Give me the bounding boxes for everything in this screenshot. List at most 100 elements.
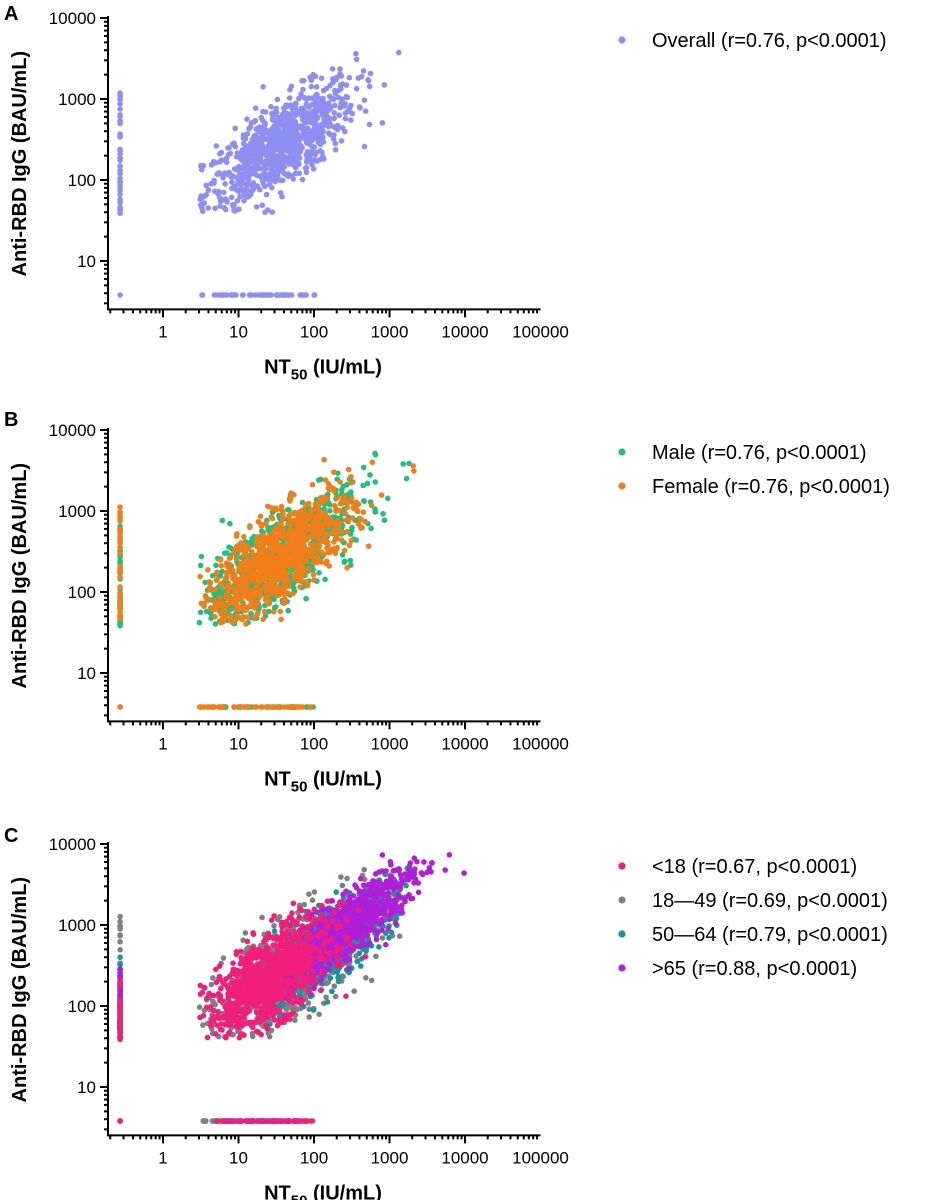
data-point: [359, 524, 365, 531]
x-tick-label: 100000: [512, 734, 569, 753]
data-point: [232, 572, 238, 578]
legend-label: Overall (r=0.76, p<0.0001): [652, 30, 887, 52]
data-point: [303, 96, 310, 102]
data-point: [217, 203, 223, 209]
data-point: [272, 168, 279, 175]
data-point: [206, 579, 212, 585]
data-point: [270, 573, 276, 580]
data-point: [117, 939, 123, 945]
data-point: [117, 191, 123, 198]
data-point: [378, 492, 385, 498]
data-point: [268, 538, 275, 545]
data-point: [273, 559, 280, 566]
data-point: [358, 963, 364, 969]
data-point: [266, 608, 272, 615]
data-point: [362, 518, 369, 525]
data-point: [341, 547, 348, 554]
y-axis-title: Anti-RBD IgG (BAU/mL): [9, 463, 31, 689]
data-point: [237, 150, 243, 157]
data-point: [200, 1022, 206, 1028]
x-tick-label: 1000: [371, 1148, 409, 1167]
data-point: [240, 937, 246, 943]
data-point: [196, 619, 203, 626]
data-point: [277, 608, 284, 615]
data-point: [249, 548, 255, 555]
data-point: [261, 170, 267, 177]
legend-label: Female (r=0.76, p<0.0001): [652, 476, 890, 498]
data-point: [319, 105, 326, 112]
data-point: [278, 503, 285, 510]
data-point: [276, 114, 282, 121]
data-point: [316, 1011, 322, 1018]
data-point: [362, 108, 369, 114]
data-point: [315, 95, 322, 101]
data-point: [277, 177, 284, 184]
data-point: [216, 170, 222, 176]
data-point: [281, 600, 287, 607]
data-point: [305, 112, 311, 119]
data-point: [276, 704, 283, 710]
data-point: [306, 891, 312, 897]
data-point: [349, 515, 356, 521]
data-point: [248, 600, 255, 606]
data-point: [262, 602, 268, 609]
data-point: [242, 143, 249, 150]
data-point: [337, 82, 344, 88]
data-point: [291, 510, 298, 517]
data-point: [317, 141, 324, 148]
data-point: [334, 126, 341, 133]
data-point: [291, 576, 298, 582]
data-point: [222, 575, 229, 582]
data-point: [376, 944, 382, 950]
data-point: [274, 96, 281, 103]
data-point: [203, 182, 209, 189]
data-point: [336, 522, 342, 529]
data-point: [205, 205, 211, 211]
x-tick-label: 1000: [371, 322, 409, 341]
data-point: [225, 584, 232, 590]
data-point: [325, 542, 331, 548]
data-point: [239, 292, 246, 298]
data-point: [318, 75, 325, 81]
data-point: [280, 516, 286, 523]
data-point: [348, 537, 355, 544]
data-point: [332, 91, 339, 97]
data-point: [320, 95, 326, 102]
data-point: [285, 121, 292, 128]
data-point: [330, 79, 336, 86]
data-point: [285, 578, 291, 584]
data-point: [117, 570, 123, 577]
data-point: [306, 533, 313, 540]
data-point: [343, 82, 350, 88]
data-point: [202, 593, 209, 599]
data-point: [269, 209, 276, 215]
data-point: [285, 116, 292, 122]
data-point: [366, 83, 373, 90]
data-point: [326, 523, 333, 530]
x-tick-label: 100: [300, 734, 328, 753]
panel-C: C10100100010000110100100010000100000NT50…: [4, 825, 888, 1200]
data-point: [231, 704, 237, 710]
y-tick-label: 100: [68, 171, 96, 190]
data-point: [197, 562, 204, 569]
data-point: [313, 500, 320, 507]
data-point: [258, 137, 265, 143]
data-point: [299, 176, 306, 183]
data-point: [293, 127, 300, 134]
data-point: [212, 613, 218, 620]
data-point: [248, 147, 255, 153]
data-point: [303, 502, 310, 509]
data-point: [250, 185, 257, 192]
data-point: [242, 584, 249, 590]
data-point: [322, 477, 329, 483]
data-point: [219, 517, 226, 524]
data-point: [368, 502, 375, 509]
data-point: [197, 609, 204, 616]
data-point: [314, 124, 321, 130]
data-point: [262, 549, 269, 555]
data-point: [233, 555, 240, 562]
data-point: [262, 166, 269, 172]
data-point: [313, 84, 320, 90]
data-point: [198, 162, 204, 169]
